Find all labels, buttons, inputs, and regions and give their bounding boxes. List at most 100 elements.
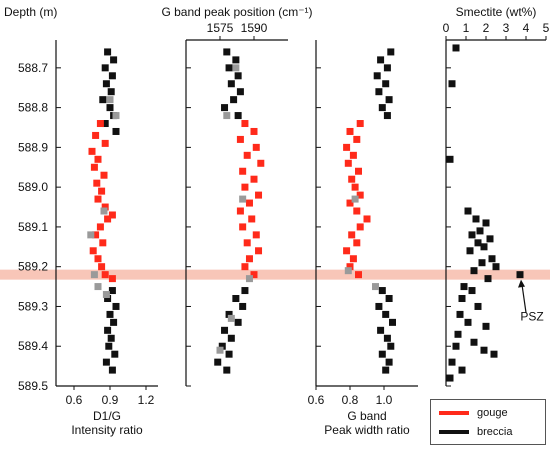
data-point-breccia — [456, 310, 464, 318]
data-point-breccia — [378, 287, 386, 295]
data-point-breccia — [373, 72, 381, 80]
data-point-breccia — [99, 96, 107, 104]
depth-tick-label: 589.4 — [18, 339, 48, 353]
x-tick-label: 5 — [543, 21, 550, 35]
legend-swatch-gouge — [439, 411, 469, 415]
data-point-gouge — [101, 203, 109, 211]
data-point-breccia — [454, 330, 462, 338]
data-point-breccia — [460, 283, 468, 291]
data-point-gouge — [94, 155, 102, 163]
data-point-gouge — [104, 215, 112, 223]
data-point-transition — [239, 195, 247, 203]
data-point-breccia — [466, 247, 474, 255]
data-point-gouge — [92, 131, 100, 139]
depth-tick-label: 588.8 — [18, 101, 48, 115]
data-point-transition — [112, 112, 120, 120]
x-tick-label: 2 — [483, 21, 490, 35]
data-point-gouge — [236, 207, 244, 215]
data-point-transition — [102, 291, 110, 299]
data-point-gouge — [355, 167, 362, 175]
data-point-gouge — [257, 159, 265, 167]
x-tick-label: 1.2 — [138, 393, 155, 407]
data-point-gouge — [236, 135, 244, 143]
x-axis-title: Smectite (wt%) — [456, 5, 537, 19]
legend-item-breccia: breccia — [439, 426, 512, 438]
data-point-gouge — [100, 171, 108, 179]
psz-arrow-line — [521, 284, 527, 313]
x-tick-label: 0.6 — [66, 393, 83, 407]
x-tick-label: 0.6 — [308, 393, 325, 407]
x-tick-label: 1.0 — [376, 393, 393, 407]
data-point-breccia — [375, 302, 383, 310]
x-tick-label: 3 — [503, 21, 510, 35]
data-point-gouge — [239, 167, 247, 175]
data-point-transition — [227, 314, 235, 322]
data-point-breccia — [241, 287, 249, 295]
data-point-gouge — [363, 215, 371, 223]
data-point-gouge — [96, 120, 104, 128]
data-point-transition — [94, 283, 102, 291]
psz-arrow-head — [518, 279, 525, 288]
data-point-breccia — [382, 310, 390, 318]
legend-item-gouge: gouge — [439, 407, 508, 419]
data-point-gouge — [92, 231, 100, 239]
legend-swatch-breccia — [439, 430, 469, 434]
data-point-breccia — [377, 56, 385, 64]
data-point-breccia — [110, 318, 118, 326]
depth-axis-title: Depth (m) — [4, 5, 57, 19]
data-point-breccia — [112, 127, 120, 135]
data-point-breccia — [474, 239, 482, 247]
data-point-gouge — [353, 135, 361, 143]
data-point-breccia — [480, 346, 488, 354]
data-point-breccia — [446, 374, 454, 382]
x-tick-label: 0.9 — [102, 393, 119, 407]
data-point-breccia — [223, 366, 231, 374]
x-tick-label: 1575 — [207, 21, 234, 35]
data-point-breccia — [108, 72, 116, 80]
data-point-breccia — [385, 358, 393, 366]
x-tick-label: 1 — [463, 21, 470, 35]
data-point-breccia — [492, 263, 500, 271]
data-point-gouge — [88, 147, 96, 155]
data-point-gouge — [346, 127, 354, 135]
x-tick-label: 1590 — [241, 21, 268, 35]
data-point-gouge — [239, 223, 247, 231]
data-point-gouge — [355, 271, 362, 279]
data-point-breccia — [383, 334, 391, 342]
data-point-breccia — [387, 342, 395, 350]
data-point-breccia — [108, 366, 116, 374]
data-point-breccia — [225, 350, 233, 358]
x-tick-label: 0.8 — [342, 393, 359, 407]
data-point-breccia — [452, 342, 460, 350]
data-point-gouge — [94, 195, 102, 203]
data-point-breccia — [218, 342, 226, 350]
data-point-breccia — [482, 219, 490, 227]
data-point-breccia — [486, 235, 494, 243]
data-point-gouge — [250, 175, 258, 183]
data-point-gouge — [346, 199, 354, 207]
data-point-gouge — [245, 199, 253, 207]
data-point-breccia — [448, 358, 456, 366]
data-point-breccia — [470, 338, 478, 346]
data-point-gouge — [90, 163, 98, 171]
data-point-breccia — [474, 302, 482, 310]
data-point-breccia — [107, 334, 115, 342]
data-point-breccia — [480, 243, 488, 251]
data-point-breccia — [230, 96, 238, 104]
data-point-breccia — [458, 366, 466, 374]
data-point-transition — [372, 283, 379, 291]
data-point-gouge — [356, 191, 364, 199]
depth-tick-label: 589.1 — [18, 220, 48, 234]
data-point-breccia — [107, 88, 115, 96]
data-point-breccia — [464, 207, 472, 215]
data-point-breccia — [232, 56, 240, 64]
data-point-breccia — [101, 120, 109, 128]
x-tick-label: 4 — [523, 21, 530, 35]
data-point-gouge — [255, 191, 263, 199]
data-point-breccia — [375, 88, 383, 96]
data-point-breccia — [225, 64, 233, 72]
data-point-breccia — [236, 88, 244, 96]
depth-tick-label: 589.0 — [18, 180, 48, 194]
data-point-breccia — [234, 318, 242, 326]
